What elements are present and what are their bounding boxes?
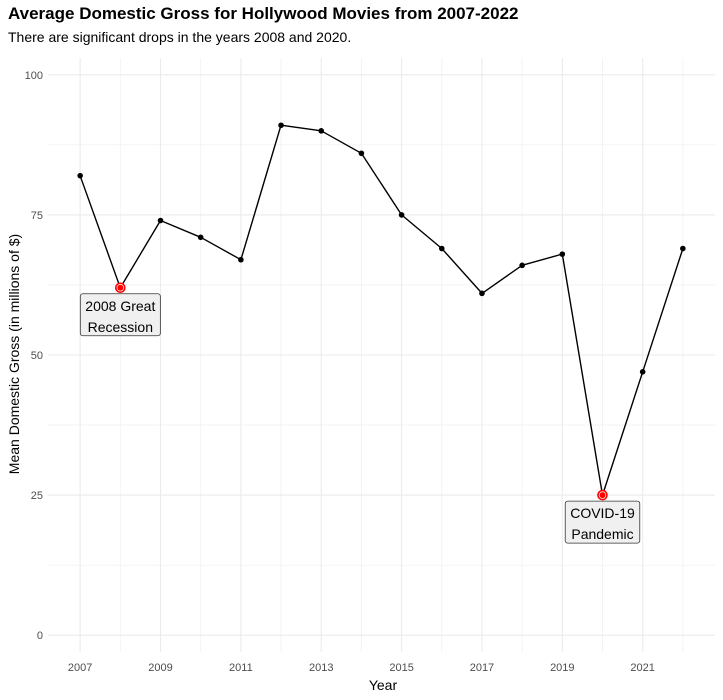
data-point-highlight: [117, 284, 124, 291]
x-tick-label: 2021: [630, 662, 654, 674]
data-point: [479, 290, 485, 297]
y-tick-label: 25: [31, 490, 43, 502]
series-line: [79, 124, 684, 496]
y-axis-ticks: 0 25 50 75 100: [25, 70, 43, 642]
x-tick-label: 2009: [148, 662, 172, 674]
data-point-highlight: [599, 492, 606, 499]
annotation-box: [564, 500, 641, 544]
y-tick-label: 100: [25, 70, 43, 82]
x-tick-label: 2011: [229, 662, 253, 674]
data-point: [157, 217, 164, 224]
data-point: [238, 256, 244, 263]
annotation-text: COVID-19: [570, 505, 635, 521]
x-axis-title: Year: [369, 677, 398, 693]
data-point: [680, 245, 686, 252]
x-tick-label: 2017: [470, 662, 494, 674]
annotation-text: 2008 Great: [85, 298, 155, 314]
data-point: [559, 251, 566, 257]
annotation-text: Recession: [88, 319, 153, 335]
data-point: [77, 172, 83, 179]
y-tick-label: 0: [37, 630, 43, 642]
data-point: [519, 262, 525, 269]
x-tick-label: 2019: [550, 662, 574, 674]
data-point: [639, 369, 646, 375]
y-axis-title: Mean Domestic Gross (in millions of $): [6, 234, 22, 474]
annotation-text: Pandemic: [571, 526, 633, 542]
x-tick-label: 2015: [389, 662, 413, 674]
x-axis-ticks: 2007 2009 2011 2013 2015 2017 2019 2021: [68, 662, 655, 674]
data-point: [398, 212, 405, 218]
annotation-label: COVID-19 Pandemic: [564, 500, 641, 544]
data-point: [358, 150, 365, 157]
annotations: 2008 Great Recession COVID-19 Pandemic: [79, 293, 641, 544]
data-point: [318, 128, 325, 134]
data-point: [197, 234, 204, 241]
y-tick-label: 50: [31, 350, 43, 362]
annotation-box: [79, 293, 161, 337]
data-point: [278, 122, 284, 129]
chart-title: Average Domestic Gross for Hollywood Mov…: [8, 4, 519, 23]
annotation-label: 2008 Great Recession: [79, 293, 161, 337]
minor-gridlines: [48, 58, 715, 652]
y-tick-label: 75: [31, 210, 43, 222]
chart-subtitle: There are significant drops in the years…: [8, 29, 352, 45]
x-tick-label: 2007: [68, 662, 92, 674]
major-gridlines: [48, 58, 715, 652]
x-tick-label: 2013: [309, 662, 333, 674]
data-series: [77, 122, 686, 501]
data-point: [438, 245, 445, 252]
